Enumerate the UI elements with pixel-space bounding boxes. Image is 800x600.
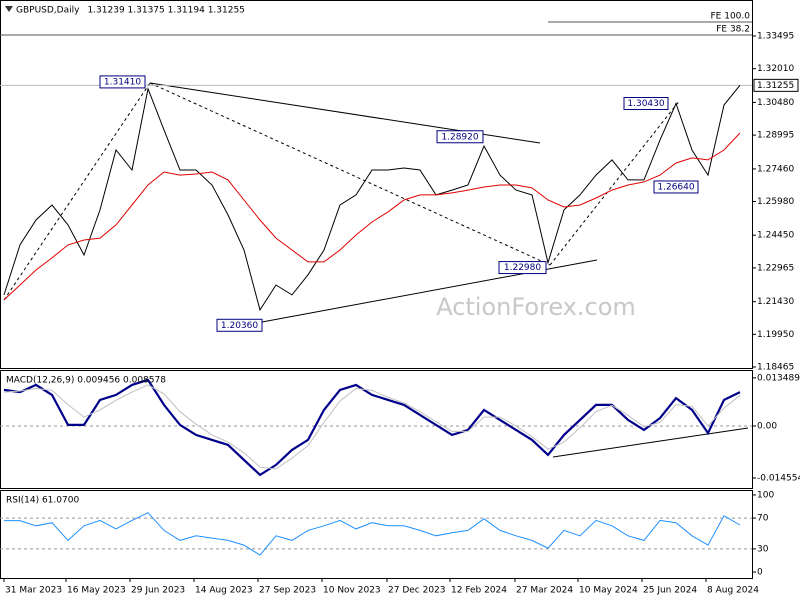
x-tick-label: 31 Mar 2023 (5, 586, 62, 596)
trendline (549, 99, 681, 266)
x-tick-label: 10 May 2024 (579, 586, 638, 596)
macd-panel-frame (0, 370, 753, 489)
price-label: 1.28920 (441, 132, 478, 142)
last-price-box (753, 78, 799, 92)
ohlc: 1.31239 1.31375 1.31194 1.31255 (87, 6, 244, 16)
y-tick-label: 0.013489 (757, 373, 800, 383)
price-panel-frame (0, 0, 753, 369)
y-tick-label: 1.22965 (757, 263, 794, 273)
series-line (4, 512, 741, 556)
price-label: 1.30430 (627, 99, 664, 109)
fe-level-label: FE 100.0 (711, 12, 751, 22)
x-tick-label: 10 Nov 2023 (323, 586, 381, 596)
y-tick-label: 30 (757, 544, 769, 554)
trendline (3, 82, 151, 301)
price-label-box (436, 130, 484, 144)
price-label-box (216, 318, 263, 332)
chart-title: GBPUSD,Daily (16, 6, 80, 16)
indicator-title: RSI(14) 61.0700 (6, 496, 79, 506)
price-label: 1.22980 (504, 263, 541, 273)
price-label: 1.20360 (221, 321, 258, 331)
series-line (3, 378, 741, 477)
watermark: ActionForex.com (436, 293, 636, 321)
price-label-box (623, 97, 669, 111)
y-tick-label: 70 (757, 514, 769, 524)
series-line (3, 84, 741, 312)
y-tick-label: 0 (757, 568, 763, 578)
x-tick-label: 14 Aug 2023 (195, 586, 253, 596)
x-tick-label: 27 Mar 2024 (516, 586, 573, 596)
x-tick-label: 27 Sep 2023 (259, 586, 316, 596)
y-tick-label: 1.27460 (757, 164, 794, 174)
x-tick-label: 12 Feb 2024 (451, 586, 507, 596)
price-label: 1.31410 (104, 77, 141, 87)
y-tick-label: 1.30480 (757, 98, 794, 108)
trendline (552, 427, 749, 458)
y-tick-label: 1.28995 (757, 131, 794, 141)
y-tick-label: 1.21430 (757, 297, 794, 307)
x-tick-label: 16 May 2023 (67, 586, 126, 596)
price-label-box (498, 261, 547, 275)
y-tick-label: -0.014554 (757, 473, 800, 483)
price-label-box (653, 180, 699, 194)
fe-level-label: FE 38.2 (716, 25, 750, 35)
y-tick-label: 1.32010 (757, 64, 794, 74)
symbol-icon (5, 6, 13, 12)
rsi-panel-frame (0, 490, 753, 579)
trendline (149, 82, 551, 266)
indicator-title: MACD(12,26,9) 0.009456 0.008578 (6, 376, 166, 386)
last-price-label: 1.31255 (757, 81, 794, 91)
y-tick-label: 1.25980 (757, 197, 794, 207)
trendlines (3, 82, 749, 458)
x-tick-label: 27 Dec 2023 (388, 586, 446, 596)
y-tick-label: 0.00 (757, 422, 777, 432)
y-tick-label: 100 (757, 490, 774, 500)
y-tick-label: 1.24450 (757, 231, 794, 241)
x-tick-label: 8 Aug 2024 (707, 586, 759, 596)
price-label: 1.26640 (657, 182, 694, 192)
x-tick-label: 29 Jun 2023 (131, 586, 185, 596)
y-tick-label: 1.33495 (757, 32, 794, 42)
x-tick-label: 25 Jun 2024 (643, 586, 697, 596)
series-line (3, 384, 741, 470)
price-label-box (99, 75, 146, 89)
y-tick-label: 1.18465 (757, 363, 794, 373)
y-tick-label: 1.19950 (757, 330, 794, 340)
series-line (3, 132, 741, 301)
